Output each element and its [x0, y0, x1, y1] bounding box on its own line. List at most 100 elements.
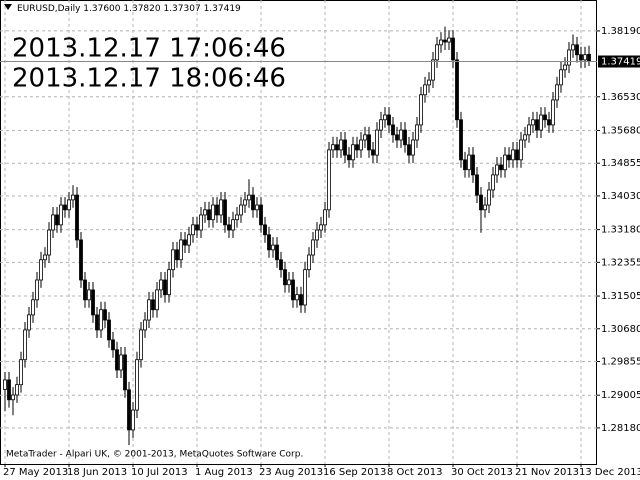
y-tick-label: 1.32355: [601, 257, 640, 268]
candle-body: [587, 53, 591, 62]
candle-body: [427, 79, 431, 86]
symbol: EURUSD,Daily: [17, 4, 81, 14]
candle-body: [407, 144, 411, 156]
candle-body: [135, 359, 139, 411]
candle-body: [163, 279, 167, 296]
candle-body: [147, 299, 151, 321]
candle-body: [311, 239, 315, 256]
candles: [3, 26, 591, 445]
candle-body: [55, 214, 59, 226]
candle-body: [115, 349, 119, 371]
candle-body: [575, 44, 579, 56]
candle-body: [35, 279, 39, 301]
x-tick-label: 8 Oct 2013: [387, 467, 442, 478]
high: 1.37820: [123, 4, 160, 14]
candle-body: [543, 114, 547, 121]
candle-body: [31, 299, 35, 316]
candle-body: [419, 94, 423, 126]
candle-body: [251, 194, 255, 211]
candle-body: [371, 149, 375, 156]
candle-body: [299, 294, 303, 306]
candle-body: [447, 37, 451, 43]
candle-body: [87, 289, 91, 301]
candle-body: [207, 209, 211, 221]
candle-body: [547, 119, 551, 126]
candle-body: [511, 149, 515, 161]
x-tick-label: 1 Aug 2013: [195, 467, 253, 478]
candle-body: [243, 199, 247, 206]
candle-body: [11, 394, 15, 401]
candle-body: [347, 154, 351, 161]
candle-body: [255, 204, 259, 211]
candle-body: [439, 39, 443, 46]
candle-body: [227, 224, 231, 231]
candle-body: [167, 269, 171, 296]
candle-body: [99, 309, 103, 331]
x-tick-label: 18 Jun 2013: [67, 467, 127, 478]
candle-body: [271, 244, 275, 251]
candle-body: [195, 224, 199, 231]
candle-body: [491, 174, 495, 191]
candle-body: [79, 239, 83, 281]
candle-body: [91, 289, 95, 316]
y-tick-label: 1.38190: [601, 26, 640, 37]
y-tick-label: 1.36530: [601, 92, 640, 103]
candle-body: [519, 139, 523, 161]
candle-body: [199, 214, 203, 231]
candle-body: [523, 134, 527, 141]
candle-body: [503, 154, 507, 171]
candle-body: [139, 329, 143, 361]
candle-body: [539, 114, 543, 131]
candle-body: [3, 379, 7, 390]
y-tick-label: 1.33180: [601, 225, 640, 236]
x-tick-label: 16 Sep 2013: [323, 467, 386, 478]
candle-body: [7, 379, 11, 401]
candle-body: [379, 119, 383, 131]
candle-body: [231, 219, 235, 231]
candle-body: [27, 314, 31, 331]
candle-body: [499, 164, 503, 171]
candle-body: [315, 229, 319, 241]
candle-body: [175, 249, 179, 261]
candle-body: [123, 354, 127, 391]
candle-body: [471, 154, 475, 176]
candle-body: [339, 139, 343, 151]
candle-body: [71, 194, 75, 201]
y-tick-label: 1.34855: [601, 158, 640, 169]
candle-body: [39, 259, 43, 281]
low: 1.37307: [163, 4, 200, 14]
candle-body: [219, 199, 223, 216]
candle-body: [487, 189, 491, 206]
candle-body: [331, 144, 335, 151]
candle-body: [183, 239, 187, 246]
candle-body: [479, 194, 483, 211]
candle-body: [583, 54, 587, 61]
candle-body: [159, 279, 163, 291]
y-tick-label: 1.29005: [601, 390, 640, 401]
candle-body: [395, 134, 399, 141]
candle-body: [287, 279, 291, 286]
candle-body: [223, 199, 227, 226]
x-tick-label: 13 Dec 2013: [579, 467, 640, 478]
candle-body: [267, 234, 271, 251]
candle-body: [211, 204, 215, 221]
candle-body: [131, 409, 135, 431]
y-tick-label: 1.28180: [601, 423, 640, 434]
candle-body: [191, 224, 195, 236]
candle-body: [43, 254, 47, 261]
candle-body: [563, 64, 567, 71]
candle-body: [531, 119, 535, 126]
candle-body: [83, 279, 87, 301]
candle-body: [363, 134, 367, 141]
x-tick-label: 21 Nov 2013: [515, 467, 579, 478]
candle-body: [179, 239, 183, 261]
candle-body: [263, 224, 267, 236]
candle-body: [15, 384, 19, 396]
candle-body: [143, 319, 147, 331]
candle-body: [551, 99, 555, 126]
candle-body: [431, 59, 435, 81]
candle-body: [239, 204, 243, 216]
candle-body: [443, 39, 447, 43]
y-tick-label: 1.29855: [601, 356, 640, 367]
current-price-box: [598, 55, 640, 68]
